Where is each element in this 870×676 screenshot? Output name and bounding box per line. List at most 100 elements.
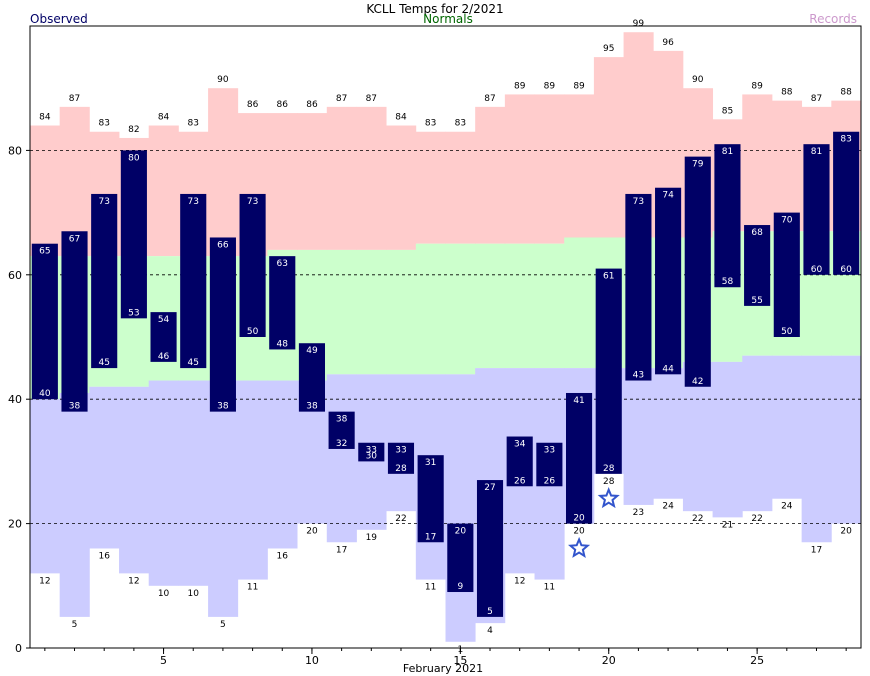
record-high-band [208,88,239,257]
record-high-label: 88 [781,88,793,98]
observed-high-label: 70 [781,216,793,226]
observed-low-label: 17 [425,532,436,542]
observed-high-label: 33 [395,446,406,456]
record-high-band [148,125,179,257]
observed-high-label: 73 [633,197,644,207]
record-low-band [89,386,120,549]
record-high-label: 95 [603,44,614,54]
record-low-label: 20 [306,527,318,537]
observed-bar [298,343,326,412]
observed-high-label: 66 [217,240,229,250]
record-high-band [326,106,357,250]
record-low-label: 12 [128,576,139,586]
y-tick-label: 0 [15,642,22,655]
record-markers [568,487,620,558]
record-star-marker [597,487,620,509]
observed-high-label: 81 [811,147,822,157]
normal-band [386,249,417,375]
record-high-label: 87 [69,94,80,104]
record-low-label: 11 [247,583,258,593]
y-tick-label: 80 [8,144,22,157]
record-high-label: 84 [158,113,170,123]
record-low-band [771,355,803,499]
record-high-label: 96 [662,38,674,48]
record-low-label: 22 [751,514,762,524]
observed-high-label: 33 [544,446,555,456]
record-high-label: 82 [128,125,139,135]
observed-bar [476,480,504,617]
observed-high-label: 41 [573,396,584,406]
record-high-label: 85 [722,106,733,116]
record-high-band [742,94,773,232]
record-high-label: 86 [277,100,289,110]
record-high-label: 88 [840,88,852,98]
record-high-band [445,131,476,244]
observed-high-label: 79 [692,160,704,170]
observed-low-label: 58 [722,277,734,287]
observed-high-label: 63 [277,259,288,269]
x-tick-label: 15 [453,654,467,667]
observed-high-label: 49 [306,346,318,356]
normal-band [475,243,506,369]
observed-bar [120,150,147,319]
record-high-label: 87 [484,94,495,104]
observed-low-label: 45 [98,358,109,368]
axes: 0 20 40 60 80 5 10 15 20 25 [8,144,847,667]
record-low-label: 5 [72,620,78,630]
record-low-band [119,386,150,574]
normal-band [326,249,357,375]
observed-bar [714,144,741,288]
x-tick-label: 25 [750,654,764,667]
y-tick-label: 60 [8,269,22,282]
record-high-label: 87 [366,94,377,104]
observed-bar [387,442,415,474]
record-high-label: 83 [188,119,199,129]
observed-low-label: 20 [573,514,585,524]
record-low-label: 22 [692,514,703,524]
observed-high-label: 74 [662,191,674,201]
observed-low-label: 60 [840,265,852,275]
observed-high-label: 54 [158,315,170,325]
record-low-label: 20 [840,527,852,537]
record-high-label: 84 [39,113,51,123]
record-low-label: 22 [395,514,406,524]
record-high-band [267,113,298,250]
record-low-band [653,368,684,499]
observed-bar [773,212,800,337]
record-low-label: 24 [781,502,793,512]
observed-high-label: 33 [366,446,377,456]
x-axis-label: February 2021 [403,662,483,675]
record-high-label: 86 [247,100,259,110]
normal-band [504,243,535,369]
y-tick-label: 20 [8,518,22,531]
observed-bar [269,256,296,350]
record-high-label: 89 [514,81,526,91]
observed-bar [31,243,58,400]
observed-low-label: 38 [69,402,81,412]
record-high-label: 90 [692,75,704,85]
observed-low-label: 43 [633,371,644,381]
record-low-label: 28 [603,477,615,487]
observed-bar [536,442,563,487]
record-high-band [30,125,61,257]
record-high-band [297,113,328,250]
record-high-label: 86 [306,100,318,110]
record-low-band [30,399,61,574]
record-low-band [59,392,90,617]
observed-high-label: 68 [751,228,763,238]
record-low-label: 11 [425,583,436,593]
observed-low-label: 26 [544,476,556,486]
observed-high-label: 27 [484,483,495,493]
record-low-label: 10 [158,589,170,599]
observed-low-label: 50 [781,327,793,337]
observed-bar [595,268,622,474]
normal-band [534,243,565,369]
legend-normals: Normals [423,12,473,26]
x-tick-label: 5 [160,654,167,667]
observed-bar [150,312,177,362]
observed-low-label: 44 [662,364,674,374]
observed-bar [506,436,533,487]
normal-band [445,243,476,375]
observed-low-label: 48 [277,339,289,349]
